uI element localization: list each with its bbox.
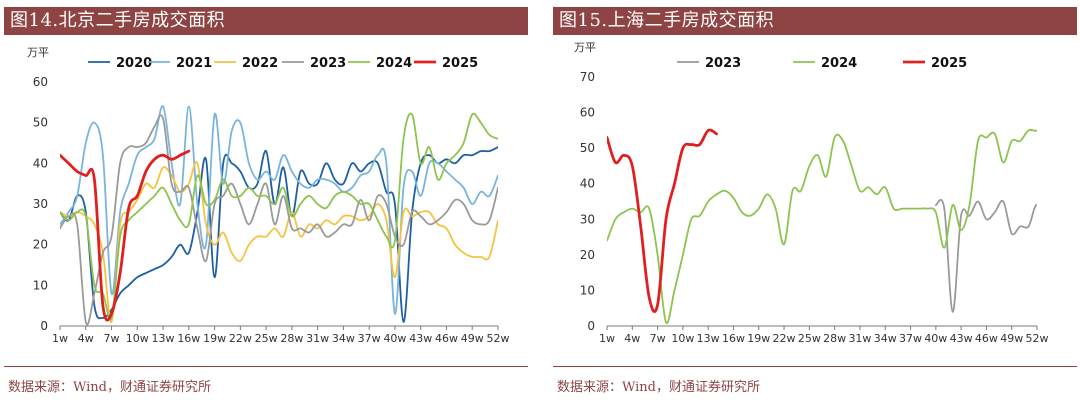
y-tick-label: 0 [587, 319, 595, 333]
x-tick-label: 7w [650, 332, 666, 345]
legend-label-2020: 2020 [116, 56, 152, 71]
legend-label-2025: 2025 [931, 56, 967, 71]
y-tick-label: 50 [33, 116, 48, 130]
x-tick-label: 25w [255, 332, 278, 345]
x-tick-label: 43w [950, 332, 973, 345]
x-tick-label: 40w [924, 332, 947, 345]
x-tick-label: 46w [435, 332, 458, 345]
legend-label-2023: 2023 [310, 56, 346, 71]
chart-title: 图14.北京二手房成交面积 [10, 10, 226, 31]
y-tick-label: 20 [580, 248, 595, 262]
x-tick-label: 10w [671, 332, 694, 345]
x-tick-label: 37w [899, 332, 922, 345]
series-line-2023 [934, 198, 1037, 313]
shanghai-line-chart: 0 10 20 30 40 50 60 70 万平 1w 4w 7w 10w 13w 16w 19w 22w 25… [574, 41, 1049, 345]
y-tick-label: 10 [580, 283, 595, 297]
series-line-2025 [607, 128, 718, 313]
legend-label-2023: 2023 [705, 56, 741, 71]
panel-shanghai: 图15.上海二手房成交面积 0 10 20 30 40 50 60 70 万平 1w 4w 7w 10w… [549, 0, 1079, 402]
x-tick-label: 1w [52, 332, 68, 345]
x-tick-label: 43w [409, 332, 432, 345]
panel-beijing: 图14.北京二手房成交面积 0 10 20 30 40 50 60 万平 1w 4w 7w 10w 13… [0, 0, 530, 402]
legend-label-2024: 2024 [376, 56, 412, 71]
x-tick-label: 10w [126, 332, 149, 345]
legend-label-2021: 2021 [176, 56, 212, 71]
source-note: 数据来源：Wind，财通证券研究所 [557, 380, 760, 395]
y-tick-label: 30 [580, 212, 595, 226]
x-tick-label: 49w [461, 332, 484, 345]
x-tick-label: 52w [487, 332, 510, 345]
x-tick-label: 13w [152, 332, 175, 345]
legend-label-2024: 2024 [821, 56, 857, 71]
y-axis-unit-label: 万平 [27, 46, 49, 59]
y-tick-label: 40 [33, 156, 48, 170]
y-tick-label: 70 [580, 70, 595, 84]
title-bar: 图15.上海二手房成交面积 [553, 7, 1077, 35]
y-tick-label: 10 [33, 278, 48, 292]
x-tick-label: 16w [722, 332, 745, 345]
x-tick-label: 31w [848, 332, 871, 345]
series-line-2024 [607, 128, 1037, 325]
x-tick-label: 52w [1026, 332, 1049, 345]
x-tick-label: 16w [177, 332, 200, 345]
divider [553, 366, 1077, 367]
y-tick-label: 40 [580, 177, 595, 191]
source-note: 数据来源：Wind，财通证券研究所 [8, 380, 211, 395]
chart-title: 图15.上海二手房成交面积 [559, 10, 775, 31]
legend-label-2022: 2022 [242, 56, 278, 71]
y-tick-label: 50 [580, 141, 595, 155]
divider [4, 366, 528, 367]
x-tick-label: 22w [773, 332, 796, 345]
title-bar: 图14.北京二手房成交面积 [4, 7, 528, 35]
series-line-2025 [60, 149, 191, 322]
x-tick-label: 31w [306, 332, 329, 345]
y-tick-label: 20 [33, 238, 48, 252]
y-tick-label: 0 [40, 319, 48, 333]
x-tick-label: 1w [599, 332, 615, 345]
y-tick-label: 60 [33, 75, 48, 89]
y-tick-label: 30 [33, 197, 48, 211]
x-tick-label: 19w [203, 332, 226, 345]
legend-label-2025: 2025 [442, 56, 478, 71]
series-line-2021 [60, 105, 498, 315]
x-tick-label: 34w [332, 332, 355, 345]
y-tick-label: 60 [580, 106, 595, 120]
series-line-2022 [60, 161, 498, 323]
x-tick-label: 49w [1000, 332, 1023, 345]
x-tick-label: 28w [280, 332, 303, 345]
x-tick-label: 4w [78, 332, 94, 345]
x-tick-label: 25w [798, 332, 821, 345]
x-tick-label: 22w [229, 332, 252, 345]
x-tick-label: 37w [358, 332, 381, 345]
series-line-2024 [60, 112, 498, 321]
x-tick-label: 13w [697, 332, 720, 345]
series-line-2020 [60, 146, 498, 323]
x-tick-label: 34w [874, 332, 897, 345]
x-tick-label: 7w [104, 332, 120, 345]
x-tick-label: 46w [975, 332, 998, 345]
x-tick-label: 4w [624, 332, 640, 345]
x-tick-label: 19w [747, 332, 770, 345]
x-tick-label: 40w [383, 332, 406, 345]
series-line-2023 [60, 114, 498, 326]
y-axis-unit-label: 万平 [574, 41, 596, 54]
x-tick-label: 28w [823, 332, 846, 345]
